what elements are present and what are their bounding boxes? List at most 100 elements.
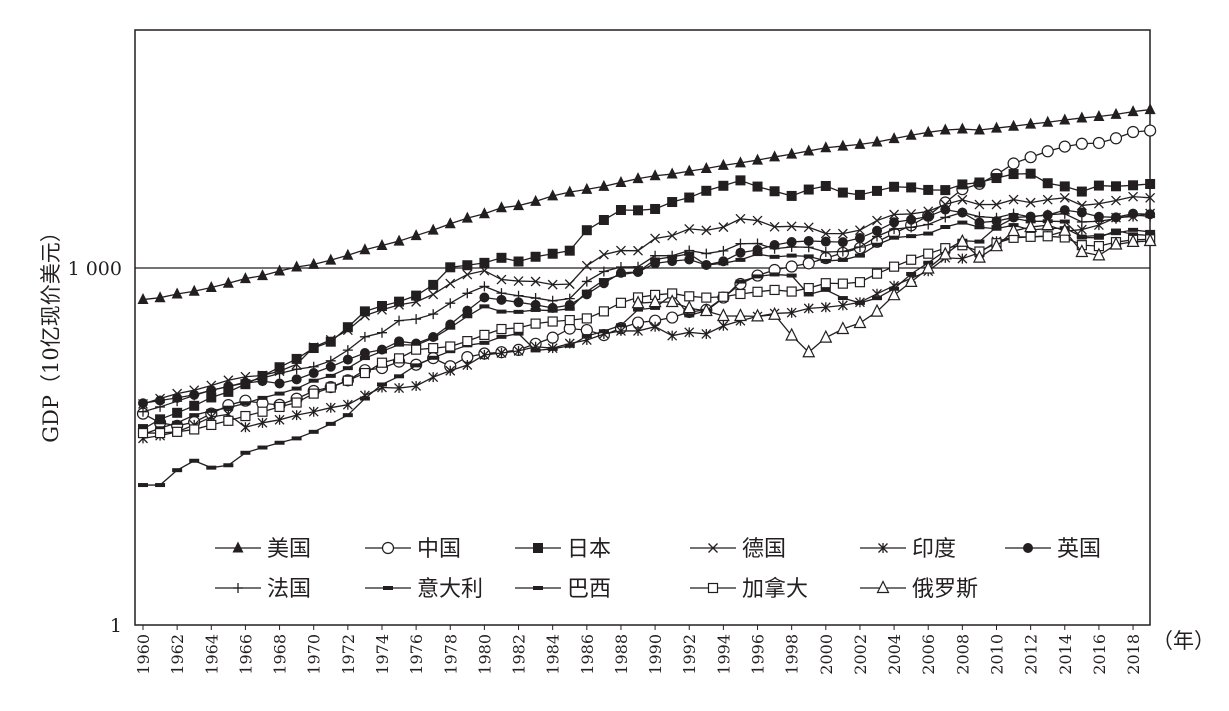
data-point: [922, 125, 934, 137]
legend-label: 德国: [742, 537, 786, 562]
data-point: [1127, 105, 1139, 117]
legend-item: 德国: [690, 537, 786, 562]
data-point: [906, 271, 917, 276]
data-point: [1076, 111, 1088, 123]
data-point: [820, 287, 831, 292]
data-point: [530, 318, 541, 329]
data-point: [206, 392, 217, 403]
data-point: [735, 257, 746, 262]
legend-marker: [383, 586, 393, 590]
data-point: [513, 290, 524, 301]
data-point: [445, 341, 456, 352]
data-point: [325, 336, 336, 347]
data-point: [1110, 228, 1121, 233]
data-point: [820, 141, 832, 153]
data-point: [257, 395, 268, 400]
y-axis-title: GDP（10亿现价美元）: [39, 221, 63, 442]
data-point: [223, 415, 234, 426]
data-point: [513, 309, 524, 314]
data-point: [957, 207, 968, 218]
data-point: [137, 427, 149, 439]
data-point: [462, 360, 473, 371]
data-point: [633, 307, 644, 312]
data-point: [974, 211, 985, 222]
data-point: [325, 361, 336, 372]
data-point: [564, 314, 575, 326]
data-point: [820, 180, 831, 191]
data-point: [1076, 235, 1087, 240]
data-point: [837, 228, 848, 239]
data-point: [479, 329, 490, 341]
data-point: [786, 221, 797, 232]
data-point: [974, 217, 985, 228]
data-point: [325, 355, 336, 366]
data-point: [376, 327, 387, 338]
data-point: [854, 300, 865, 305]
data-point: [462, 314, 473, 319]
data-point: [564, 279, 575, 290]
data-point: [1008, 194, 1019, 205]
data-point: [359, 396, 370, 401]
data-point: [1093, 235, 1104, 240]
data-point: [206, 465, 217, 470]
data-point: [377, 304, 387, 315]
data-point: [496, 252, 507, 263]
legend-marker: [233, 583, 243, 593]
data-point: [889, 235, 900, 240]
data-point: [462, 288, 473, 299]
x-tick-label: 2000: [817, 634, 836, 675]
legend-item: 美国: [215, 537, 311, 562]
x-tick-label: 2014: [1056, 634, 1075, 675]
data-point: [376, 349, 387, 354]
data-point: [957, 220, 968, 225]
series-2: [138, 168, 1156, 435]
data-point: [633, 205, 644, 216]
data-point: [530, 299, 541, 310]
data-point: [206, 408, 217, 413]
data-point: [1128, 180, 1139, 191]
legend-label: 中国: [417, 537, 461, 562]
data-point: [923, 211, 934, 222]
data-point: [155, 414, 166, 425]
data-point: [189, 400, 200, 411]
data-point: [394, 374, 405, 379]
data-point: [308, 368, 319, 379]
data-point: [342, 399, 353, 410]
data-point: [479, 340, 490, 345]
data-point: [1093, 180, 1104, 191]
data-point: [872, 231, 883, 242]
data-point: [734, 156, 746, 168]
data-point: [1144, 103, 1156, 115]
data-point: [735, 238, 746, 249]
data-point: [1110, 231, 1121, 236]
data-point: [428, 343, 439, 354]
data-point: [923, 248, 934, 259]
data-point: [1024, 219, 1038, 233]
legend-label: 法国: [267, 577, 311, 602]
data-point: [854, 242, 865, 253]
data-point: [665, 294, 679, 308]
data-point: [1076, 186, 1087, 197]
data-point: [752, 286, 763, 297]
data-point: [1025, 117, 1037, 129]
data-point: [1110, 107, 1122, 119]
data-point: [650, 233, 661, 244]
data-point: [837, 139, 849, 151]
x-tick-label: 2010: [988, 634, 1007, 675]
data-point: [820, 258, 831, 263]
data-point: [189, 458, 200, 463]
data-point: [411, 314, 422, 325]
data-point: [581, 313, 592, 324]
data-point: [974, 199, 985, 210]
x-axis-unit: （年）: [1152, 629, 1215, 653]
data-point: [957, 194, 968, 205]
data-point: [1093, 110, 1105, 122]
data-point: [308, 429, 319, 434]
data-point: [394, 299, 405, 310]
data-point: [479, 292, 490, 303]
data-point: [513, 322, 524, 333]
data-point: [513, 331, 524, 336]
data-point: [666, 311, 679, 324]
legend-label: 美国: [267, 537, 311, 562]
data-point: [718, 180, 729, 191]
